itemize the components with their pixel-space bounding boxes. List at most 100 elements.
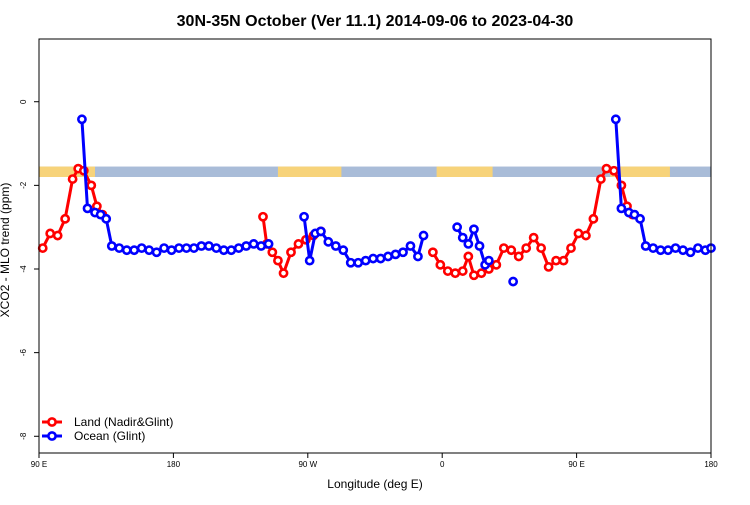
series-1-point [474,241,485,251]
series-1-point [299,211,309,222]
series-1-point [315,226,326,237]
series-1-point [678,245,688,256]
series-0-point [86,180,97,191]
land-band-2 [436,166,493,177]
series-1-point [345,257,356,268]
series-0-point [558,255,569,266]
series-1-point [452,222,463,233]
plot-frame [38,38,712,454]
series-1-point [323,236,334,247]
y-tick-label: 0 [19,99,28,104]
chart-title: 30N-35N October (Ver 11.1) 2014-09-06 to… [177,13,574,30]
y-axis-label: XCO2 - MLO trend (ppm) [0,183,12,318]
series-0-point [543,262,554,272]
series-1-point [129,245,140,256]
series-0-point [463,251,474,262]
legend-swatch-marker [47,417,57,427]
series-1-point [338,245,349,256]
series-1-point [463,239,474,249]
x-tick-label: 180 [167,460,181,469]
series-0-point [469,270,479,281]
legend: Land (Nadir&Glint)Ocean (Glint) [42,415,173,443]
series-1-point [390,249,401,260]
series-1-point [693,243,703,253]
series-1-point [181,243,192,253]
series-0-point [566,243,576,253]
series-0-point [273,255,283,266]
series-1-point [413,251,423,262]
land-band-0 [39,166,95,177]
series-1-point [166,245,177,256]
series-1-point [82,203,93,214]
series-0-point [45,228,56,239]
series-1-point [508,276,519,287]
series-0-point [286,247,296,258]
series-1-point [616,203,627,214]
land-band-1 [277,166,342,177]
series-0-point [498,243,509,253]
series-1-point [136,243,147,253]
y-tick-label: -6 [19,349,28,357]
series-1-point [483,255,494,266]
x-tick-label: 90 W [298,460,317,469]
series-1-line-4 [614,119,712,254]
series-1-point [405,241,416,251]
series-1-point [256,241,267,251]
series-1-point [241,241,252,251]
series-0-point [427,247,438,258]
x-axis-label: Longitude (deg E) [327,477,422,491]
series-1-point [418,230,429,241]
series-0-point [609,165,619,176]
series-1-point [106,241,117,251]
series-0-point [267,247,278,258]
series-1-point [263,239,274,249]
series-1-line-0 [80,119,270,254]
series-1-point [218,245,229,256]
series-1-point [648,243,659,253]
series-1-point [360,255,371,266]
land-band-3 [610,166,670,177]
series-0-line-2 [431,167,634,277]
series-1-point [670,243,681,253]
series-1-point [635,213,645,224]
series-1-point [101,213,112,224]
series-1-point [233,243,244,253]
series-1-point [226,245,237,256]
x-tick-label: 0 [440,460,445,469]
series-1-point [640,241,651,251]
series-0 [37,163,638,281]
series-1-point [685,247,696,258]
series-0-point [67,174,78,184]
series-layer [37,114,716,287]
series-1-point [353,257,364,268]
series-0-point [278,268,289,279]
x-tick-label: 90 E [568,460,584,469]
series-0-point [258,211,268,222]
x-axis: 90 E 180 90 W 0 90 E 180 [31,453,718,469]
series-1-point [383,251,393,262]
series-0-point [506,245,517,256]
series-0-point [60,213,71,224]
series-0-point [442,266,453,276]
series-0-point [491,259,502,270]
series-1-point [375,253,386,264]
series-1-point [398,247,408,258]
series-1-point [655,245,666,256]
ocean-band [39,166,711,177]
series-1-point [610,114,621,125]
y-tick-label: -8 [19,432,28,440]
legend-label: Ocean (Glint) [74,429,145,443]
series-1-point [159,243,169,253]
y-tick-label: -4 [19,265,28,273]
x-tick-label: 180 [704,460,718,469]
series-1-point [151,247,162,258]
series-0-point [37,243,48,253]
y-axis: 0 -2 -4 -6 -8 [19,99,39,440]
series-0-point [536,243,547,253]
series-0-point [52,230,63,241]
series-0-point [588,213,599,224]
series-0-point [573,228,584,239]
legend-label: Land (Nadir&Glint) [74,415,173,429]
series-1-point [457,232,468,243]
